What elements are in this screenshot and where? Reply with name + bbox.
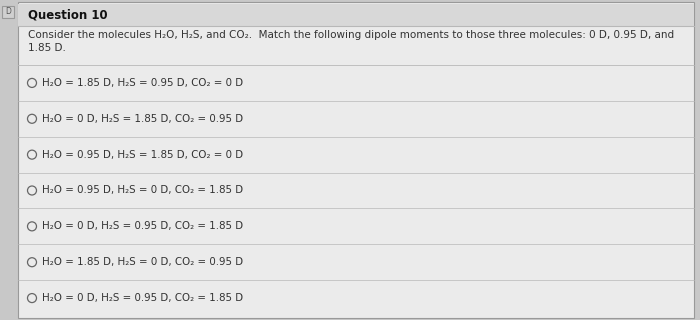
Text: H₂O = 0 D, H₂S = 1.85 D, CO₂ = 0.95 D: H₂O = 0 D, H₂S = 1.85 D, CO₂ = 0.95 D xyxy=(43,114,244,124)
FancyBboxPatch shape xyxy=(18,2,694,318)
FancyBboxPatch shape xyxy=(18,4,694,26)
Text: H₂O = 0.95 D, H₂S = 0 D, CO₂ = 1.85 D: H₂O = 0.95 D, H₂S = 0 D, CO₂ = 1.85 D xyxy=(43,186,244,196)
Text: H₂O = 0.95 D, H₂S = 1.85 D, CO₂ = 0 D: H₂O = 0.95 D, H₂S = 1.85 D, CO₂ = 0 D xyxy=(43,150,244,160)
FancyBboxPatch shape xyxy=(2,6,14,18)
Text: H₂O = 1.85 D, H₂S = 0.95 D, CO₂ = 0 D: H₂O = 1.85 D, H₂S = 0.95 D, CO₂ = 0 D xyxy=(43,78,244,88)
Text: H₂O = 1.85 D, H₂S = 0 D, CO₂ = 0.95 D: H₂O = 1.85 D, H₂S = 0 D, CO₂ = 0.95 D xyxy=(43,257,244,267)
Text: D: D xyxy=(5,7,11,17)
Text: Consider the molecules H₂O, H₂S, and CO₂.  Match the following dipole moments to: Consider the molecules H₂O, H₂S, and CO₂… xyxy=(28,30,674,40)
Text: H₂O = 0 D, H₂S = 0.95 D, CO₂ = 1.85 D: H₂O = 0 D, H₂S = 0.95 D, CO₂ = 1.85 D xyxy=(43,221,244,231)
Text: 1.85 D.: 1.85 D. xyxy=(28,43,66,53)
Text: H₂O = 0 D, H₂S = 0.95 D, CO₂ = 1.85 D: H₂O = 0 D, H₂S = 0.95 D, CO₂ = 1.85 D xyxy=(43,293,244,303)
Text: Question 10: Question 10 xyxy=(28,9,108,21)
